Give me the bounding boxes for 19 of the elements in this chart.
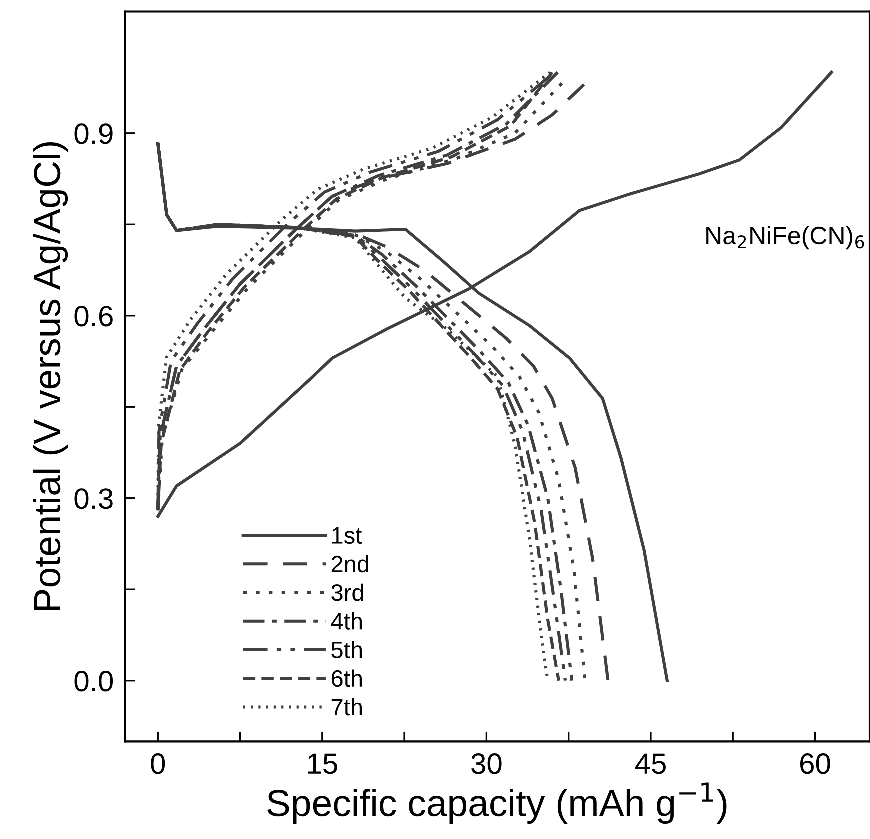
legend-label: 4th [331, 612, 362, 630]
legend-label: 5th [332, 641, 362, 659]
legend-label: 6th [332, 670, 362, 688]
y-tick-label: 0.3 [74, 488, 113, 510]
legend-label: 2nd [332, 555, 369, 573]
y-axis-title: Potential (V versus Ag/AgCl) [33, 142, 68, 610]
legend-label: 7th [332, 698, 362, 716]
legend-label: 1st [332, 528, 362, 544]
x-tick-label: 45 [635, 754, 666, 774]
x-tick-label: 15 [308, 754, 338, 774]
x-tick-label: 60 [800, 754, 830, 774]
x-tick-label: 0 [151, 754, 166, 774]
annotation: Na$_{2}$NiFe(CN)$_{6}$ [706, 226, 864, 250]
legend-label: 3rd [332, 584, 364, 602]
x-axis-title: Specific capacity (mAh g$^{−1}$) [268, 782, 727, 824]
x-tick-label: 30 [472, 754, 502, 774]
y-tick-label: 0.0 [74, 671, 114, 692]
y-tick-label: 0.9 [74, 124, 113, 144]
y-tick-label: 0.6 [74, 306, 113, 327]
